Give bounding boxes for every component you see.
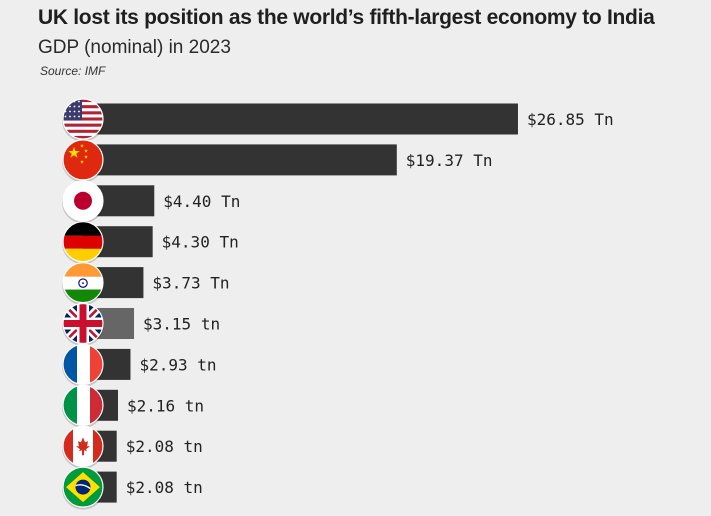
- bar-china: [83, 144, 397, 176]
- value-label: $2.08 tn: [126, 478, 203, 497]
- value-label: $4.30 Tn: [162, 233, 239, 252]
- value-label: $2.16 tn: [127, 396, 204, 415]
- united-kingdom-flag-icon: [62, 302, 104, 346]
- value-label: $26.85 Tn: [527, 110, 614, 129]
- united-states-flag-icon: [62, 98, 104, 142]
- chart-subtitle: GDP (nominal) in 2023: [38, 37, 231, 58]
- value-label: $2.08 tn: [126, 437, 203, 456]
- japan-flag-icon: [62, 180, 104, 224]
- chart-title: UK lost its position as the world’s fift…: [38, 6, 655, 29]
- italy-flag-icon: [62, 384, 104, 428]
- china-flag-icon: [62, 139, 104, 183]
- brazil-flag-icon: [62, 466, 104, 510]
- india-flag-icon: [62, 262, 104, 306]
- value-label: $4.40 Tn: [163, 192, 240, 211]
- value-label: $3.73 Tn: [152, 274, 229, 293]
- value-label: $3.15 tn: [143, 315, 220, 334]
- france-flag-icon: [62, 343, 104, 387]
- value-label: $19.37 Tn: [406, 151, 493, 170]
- value-label: $2.93 tn: [139, 355, 216, 374]
- bar-united-states: [83, 103, 518, 135]
- canada-flag-icon: [62, 425, 104, 469]
- germany-flag-icon: [62, 221, 104, 265]
- chart-source: Source: IMF: [40, 64, 106, 78]
